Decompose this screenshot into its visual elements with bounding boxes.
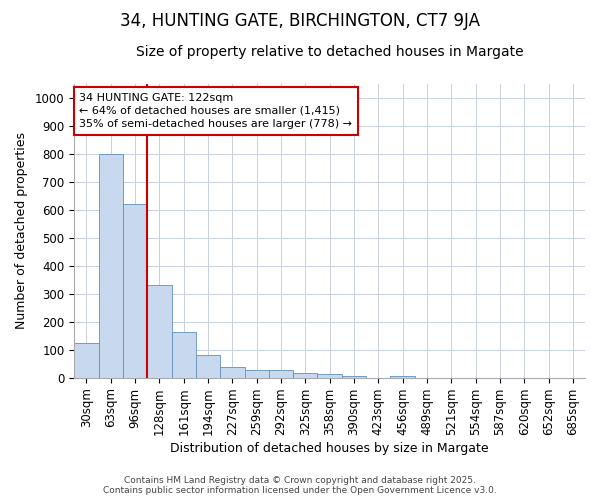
X-axis label: Distribution of detached houses by size in Margate: Distribution of detached houses by size …: [170, 442, 489, 455]
Text: 34, HUNTING GATE, BIRCHINGTON, CT7 9JA: 34, HUNTING GATE, BIRCHINGTON, CT7 9JA: [120, 12, 480, 30]
Bar: [123, 204, 147, 378]
Bar: [342, 376, 366, 378]
Bar: [196, 356, 220, 378]
Text: Contains HM Land Registry data © Crown copyright and database right 2025.
Contai: Contains HM Land Registry data © Crown c…: [103, 476, 497, 495]
Title: Size of property relative to detached houses in Margate: Size of property relative to detached ho…: [136, 45, 523, 59]
Bar: [391, 376, 415, 378]
Text: 34 HUNTING GATE: 122sqm
← 64% of detached houses are smaller (1,415)
35% of semi: 34 HUNTING GATE: 122sqm ← 64% of detache…: [79, 92, 352, 129]
Bar: [317, 374, 342, 378]
Bar: [245, 370, 269, 378]
Bar: [147, 286, 172, 378]
Bar: [74, 342, 98, 378]
Bar: [172, 332, 196, 378]
Bar: [98, 154, 123, 378]
Bar: [269, 370, 293, 378]
Bar: [293, 372, 317, 378]
Y-axis label: Number of detached properties: Number of detached properties: [15, 132, 28, 329]
Bar: [220, 366, 245, 378]
